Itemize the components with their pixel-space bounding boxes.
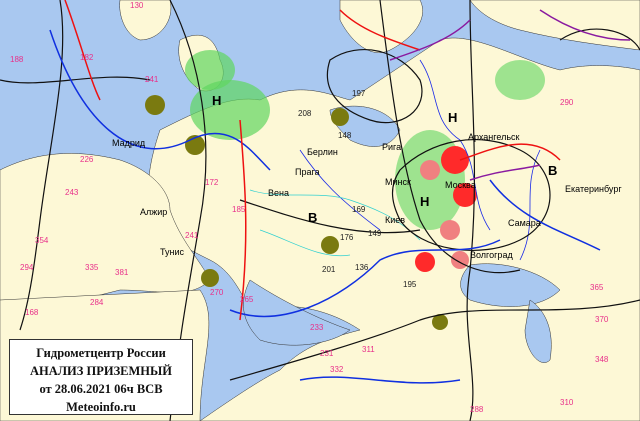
station-value: 208: [298, 109, 312, 118]
station-value: 241: [145, 75, 159, 84]
station-value: 169: [352, 205, 366, 214]
map-title-box: Гидрометцентр России АНАЛИЗ ПРИЗЕМНЫЙ от…: [9, 339, 193, 415]
analysis-date: от 28.06.2021 06ч ВСВ: [39, 382, 163, 396]
station-value: 231: [320, 349, 334, 358]
occluded-fronts: [389, 9, 631, 181]
pressure-centers: Н В Н В Н: [212, 93, 557, 225]
city-labels: Берлин Прага Вена Рига Минск Москва Киев…: [112, 132, 622, 260]
station-value: 130: [130, 1, 144, 10]
city-label: Самара: [508, 218, 541, 228]
cold-fronts: [49, 29, 601, 384]
city-label: Мадрид: [112, 138, 146, 148]
station-value: 182: [80, 53, 94, 62]
station-value: 176: [340, 233, 354, 242]
station-value: 226: [80, 155, 94, 164]
station-value: 195: [403, 280, 417, 289]
analysis-type: АНАЛИЗ ПРИЗЕМНЫЙ: [29, 364, 173, 378]
station-value: 370: [595, 315, 609, 324]
city-label: Москва: [445, 180, 476, 190]
station-value: 290: [560, 98, 574, 107]
station-value: 381: [115, 268, 129, 277]
city-label: Тунис: [160, 247, 184, 257]
station-value: 311: [362, 345, 375, 354]
city-label: Вена: [268, 188, 289, 198]
station-value: 185: [232, 205, 246, 214]
city-label: Архангельск: [468, 132, 520, 142]
website-link[interactable]: Meteoinfo.ru: [66, 400, 136, 414]
station-value: 243: [65, 188, 79, 197]
station-value: 335: [85, 263, 99, 272]
station-value: 201: [322, 265, 336, 274]
low-pressure-center: Н: [212, 93, 221, 108]
station-value: 136: [355, 263, 369, 272]
organization-name: Гидрометцентр России: [36, 346, 166, 360]
station-value: 265: [240, 295, 254, 304]
rivers: [299, 59, 541, 261]
sea-areas: [243, 105, 561, 363]
borders: [249, 189, 421, 257]
low-pressure-center: Н: [420, 194, 429, 209]
station-value: 270: [210, 288, 224, 297]
station-value: 149: [368, 229, 382, 238]
city-label: Минск: [385, 177, 411, 187]
warm-fronts: [64, 0, 561, 321]
city-label: Прага: [295, 167, 320, 177]
station-value: 172: [205, 178, 219, 187]
station-value: 332: [330, 365, 344, 374]
station-value: 288: [470, 405, 484, 414]
station-values: 176 149 136 169 201 195 148 208 197 172 185 241 270 2…: [10, 1, 609, 414]
city-label: Киев: [385, 215, 405, 225]
high-pressure-center: В: [308, 210, 317, 225]
station-value: 197: [352, 89, 366, 98]
station-value: 294: [20, 263, 34, 272]
city-label: Екатеринбург: [565, 184, 622, 194]
low-pressure-center: Н: [448, 110, 457, 125]
station-value: 348: [595, 355, 609, 364]
station-value: 148: [338, 131, 352, 140]
station-value: 354: [35, 236, 49, 245]
city-label: Берлин: [307, 147, 338, 157]
station-value: 188: [10, 55, 24, 64]
station-value: 233: [310, 323, 324, 332]
station-value: 365: [590, 283, 604, 292]
city-label: Рига: [382, 142, 401, 152]
station-value: 284: [90, 298, 104, 307]
city-label: Алжир: [140, 207, 167, 217]
high-pressure-center: В: [548, 163, 557, 178]
station-value: 241: [185, 231, 199, 240]
station-value: 168: [25, 308, 39, 317]
station-value: 310: [560, 398, 574, 407]
city-label: Волгоград: [470, 250, 513, 260]
